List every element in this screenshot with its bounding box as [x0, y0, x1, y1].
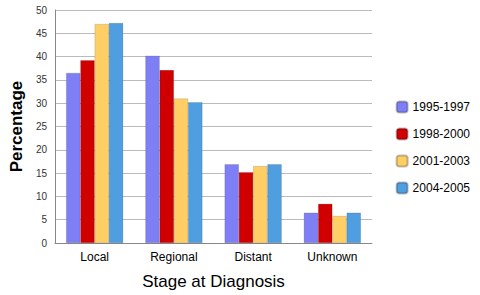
- svg-text:1998-2000: 1998-2000: [413, 127, 471, 141]
- svg-text:35: 35: [36, 74, 48, 85]
- svg-text:Local: Local: [80, 250, 109, 264]
- svg-text:50: 50: [36, 5, 48, 16]
- svg-text:20: 20: [36, 144, 48, 155]
- svg-text:25: 25: [36, 121, 48, 132]
- svg-text:2004-2005: 2004-2005: [413, 181, 471, 195]
- svg-text:15: 15: [36, 168, 48, 179]
- svg-text:Stage at Diagnosis: Stage at Diagnosis: [142, 272, 285, 291]
- svg-text:5: 5: [41, 214, 47, 225]
- svg-text:45: 45: [36, 28, 48, 39]
- svg-text:30: 30: [36, 98, 48, 109]
- svg-text:Distant: Distant: [234, 250, 272, 264]
- svg-text:0: 0: [41, 238, 47, 249]
- svg-text:1995-1997: 1995-1997: [413, 100, 471, 114]
- svg-text:Percentage: Percentage: [7, 81, 26, 173]
- svg-text:40: 40: [36, 51, 48, 62]
- svg-text:Unknown: Unknown: [307, 250, 357, 264]
- svg-text:2001-2003: 2001-2003: [413, 154, 471, 168]
- svg-text:Regional: Regional: [150, 250, 197, 264]
- svg-text:10: 10: [36, 191, 48, 202]
